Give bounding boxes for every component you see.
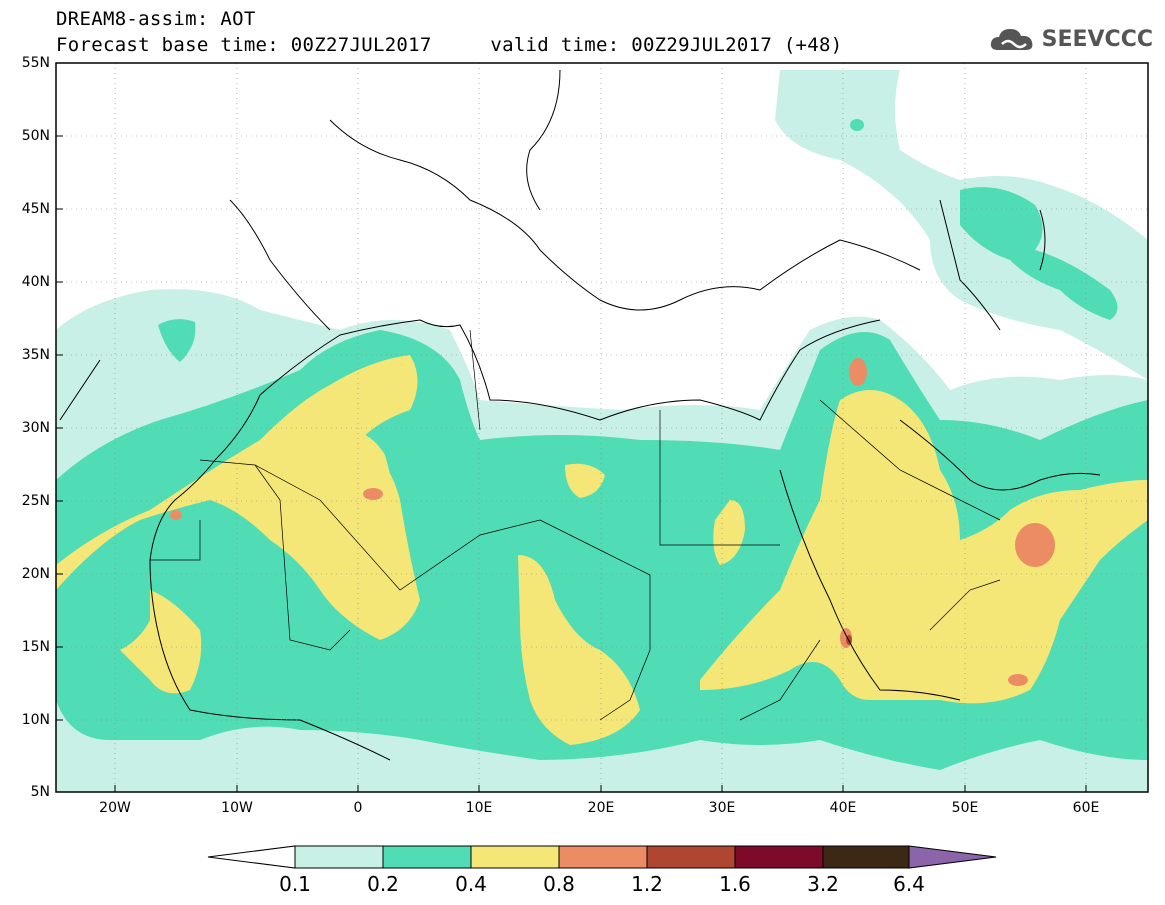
colorbar-swatch	[734, 845, 824, 869]
seevccc-logo: SEEVCCC	[988, 22, 1153, 56]
colorbar-label: 0.4	[455, 872, 487, 896]
lon-label: 50E	[951, 800, 979, 816]
lat-label: 55N	[21, 55, 50, 71]
lat-label: 45N	[21, 201, 50, 217]
forecast-times: Forecast base time: 00Z27JUL2017 valid t…	[56, 34, 843, 56]
lon-label: 30E	[708, 800, 736, 816]
aot-level-0.8	[170, 358, 1055, 686]
lon-label: 40E	[829, 800, 857, 816]
lat-label: 50N	[21, 128, 50, 144]
colorbar-label: 0.1	[279, 872, 311, 896]
colorbar-high-arrow	[908, 845, 997, 869]
lon-label: 20E	[587, 800, 615, 816]
lon-label: 0	[353, 800, 363, 816]
aot-fields	[56, 63, 1148, 792]
lat-label: 5N	[30, 784, 50, 800]
lon-label: 20W	[99, 800, 131, 816]
colorbar-label: 3.2	[807, 872, 839, 896]
colorbar-swatch	[382, 845, 472, 869]
colorbar-swatch	[294, 845, 384, 869]
lat-label: 20N	[21, 566, 50, 582]
lat-label: 15N	[21, 639, 50, 655]
lat-lon-grid	[56, 63, 1148, 792]
axis-ticks	[56, 62, 1087, 792]
lat-label: 40N	[21, 274, 50, 290]
country-borders	[150, 329, 1001, 721]
coastlines	[59, 69, 1101, 761]
colorbar-label: 0.2	[367, 872, 399, 896]
lat-label: 25N	[21, 493, 50, 509]
lat-label: 10N	[21, 712, 50, 728]
colorbar-swatch	[646, 845, 736, 869]
colorbar-label: 0.8	[543, 872, 575, 896]
colorbar-label: 1.6	[719, 872, 751, 896]
aot-level-0.4	[56, 355, 1148, 745]
lat-label: 35N	[21, 347, 50, 363]
lon-label: 10E	[465, 800, 493, 816]
lat-label: 30N	[21, 420, 50, 436]
lon-label: 60E	[1072, 800, 1100, 816]
colorbar-swatch	[470, 845, 560, 869]
cloud-icon	[990, 29, 1033, 50]
colorbar-low-arrow	[207, 845, 296, 869]
colorbar-swatch	[558, 845, 648, 869]
logo-text: SEEVCCC	[1041, 26, 1153, 52]
lon-label: 10W	[221, 800, 253, 816]
map-title: DREAM8-assim: AOT	[56, 8, 256, 30]
colorbar	[207, 845, 997, 869]
colorbar-label: 1.2	[631, 872, 663, 896]
colorbar-swatch	[822, 845, 910, 869]
colorbar-label: 6.4	[893, 872, 925, 896]
